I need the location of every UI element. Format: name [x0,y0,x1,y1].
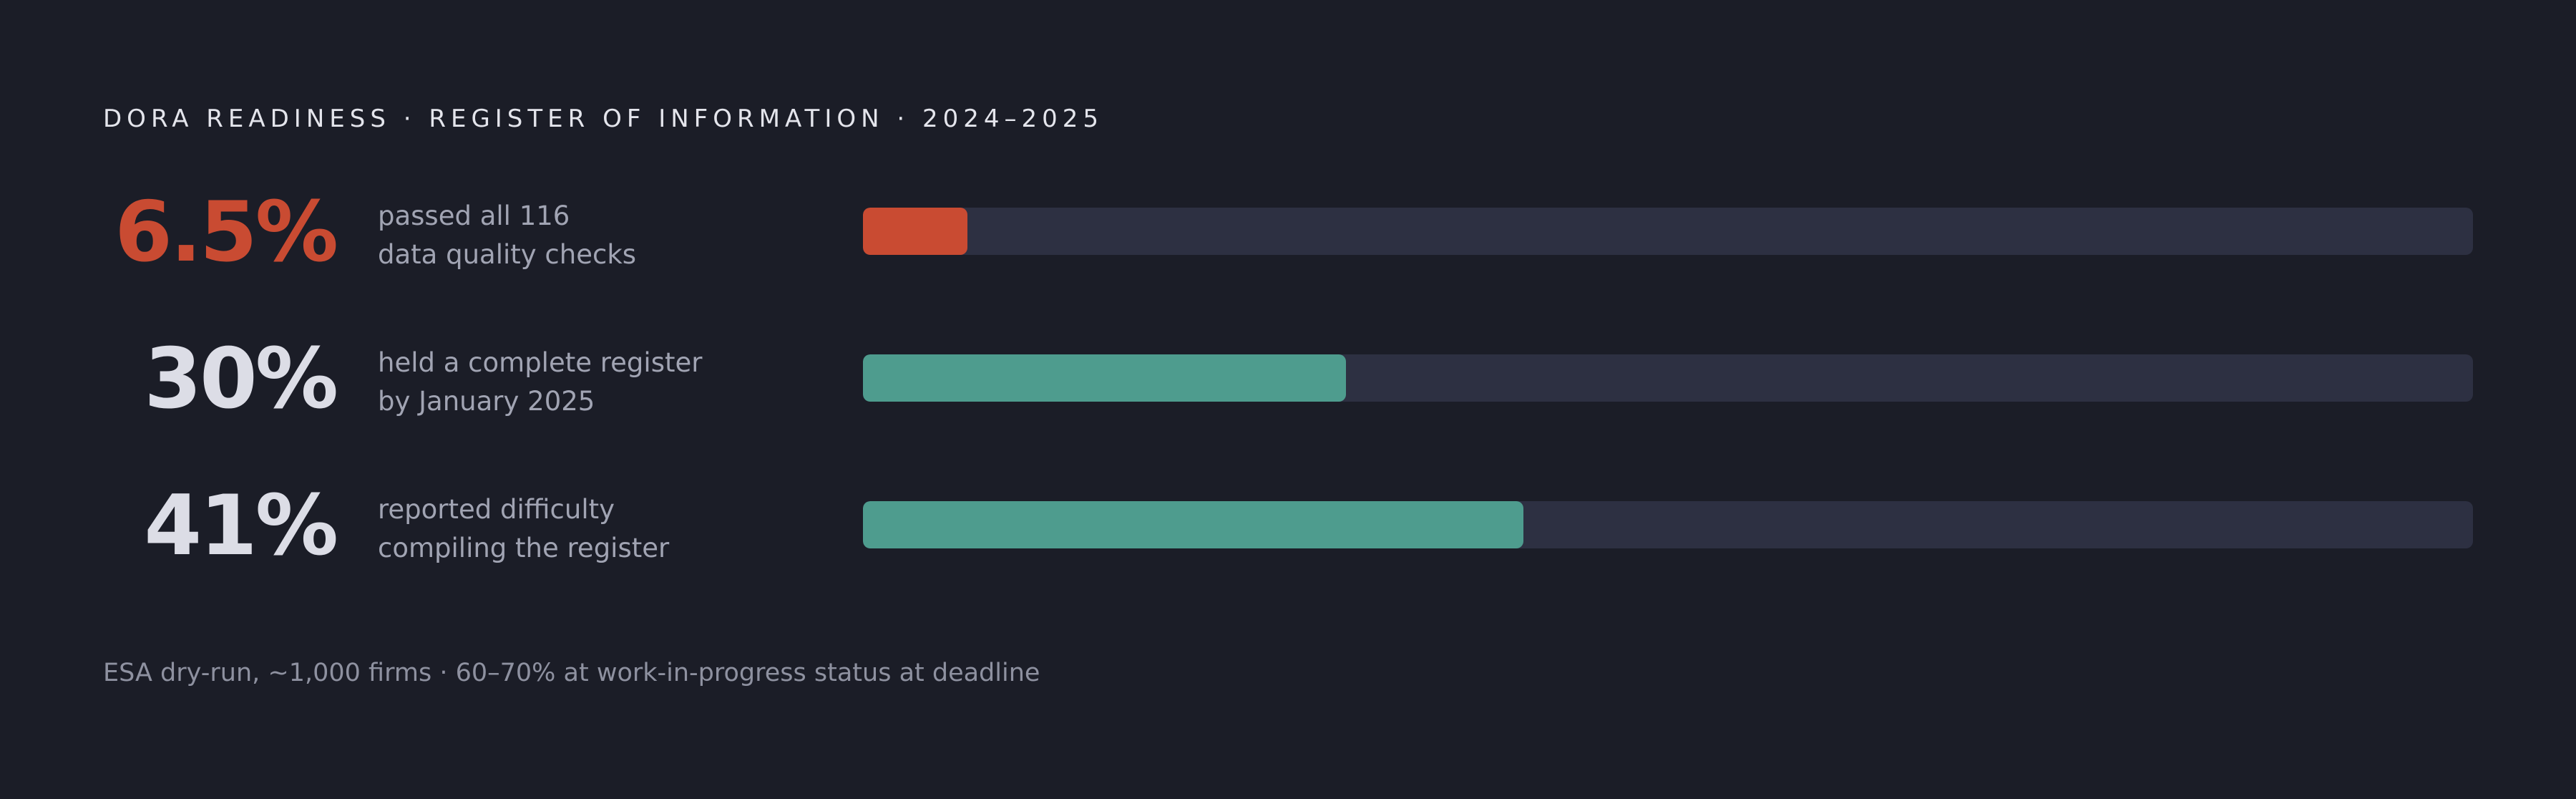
bar-row: 41% reported difficulty compiling the regi… [0,469,2576,583]
stat-description-line: held a complete register [378,347,703,378]
bar-fill [863,354,1346,402]
stat-description: reported difficulty compiling the registe… [378,490,669,568]
bar-fill [863,501,1523,548]
bar-row: 30% held a complete register by January 20… [0,322,2576,437]
stat-description-line: passed all 116 [378,200,570,231]
bar-track [863,208,2473,255]
stat-description-line: reported difficulty [378,494,615,525]
chart-title: DORA READINESS · REGISTER OF INFORMATION… [103,105,1104,133]
bar-row: 6.5% passed all 116 data quality checks [0,175,2576,290]
stat-description: passed all 116 data quality checks [378,197,636,274]
chart-footnote: ESA dry-run, ~1,000 firms · 60–70% at wo… [103,659,1040,687]
stat-description-line: data quality checks [378,239,637,270]
bar-track [863,501,2473,548]
stat-description-line: compiling the register [378,533,670,563]
stat-value-label: 41% [144,478,338,574]
stat-description-line: by January 2025 [378,386,595,417]
bar-track [863,354,2473,402]
stat-value-label: 30% [144,331,338,427]
stat-description: held a complete register by January 2025 [378,344,702,421]
stat-value-label: 6.5% [114,184,338,281]
bar-fill [863,208,967,255]
